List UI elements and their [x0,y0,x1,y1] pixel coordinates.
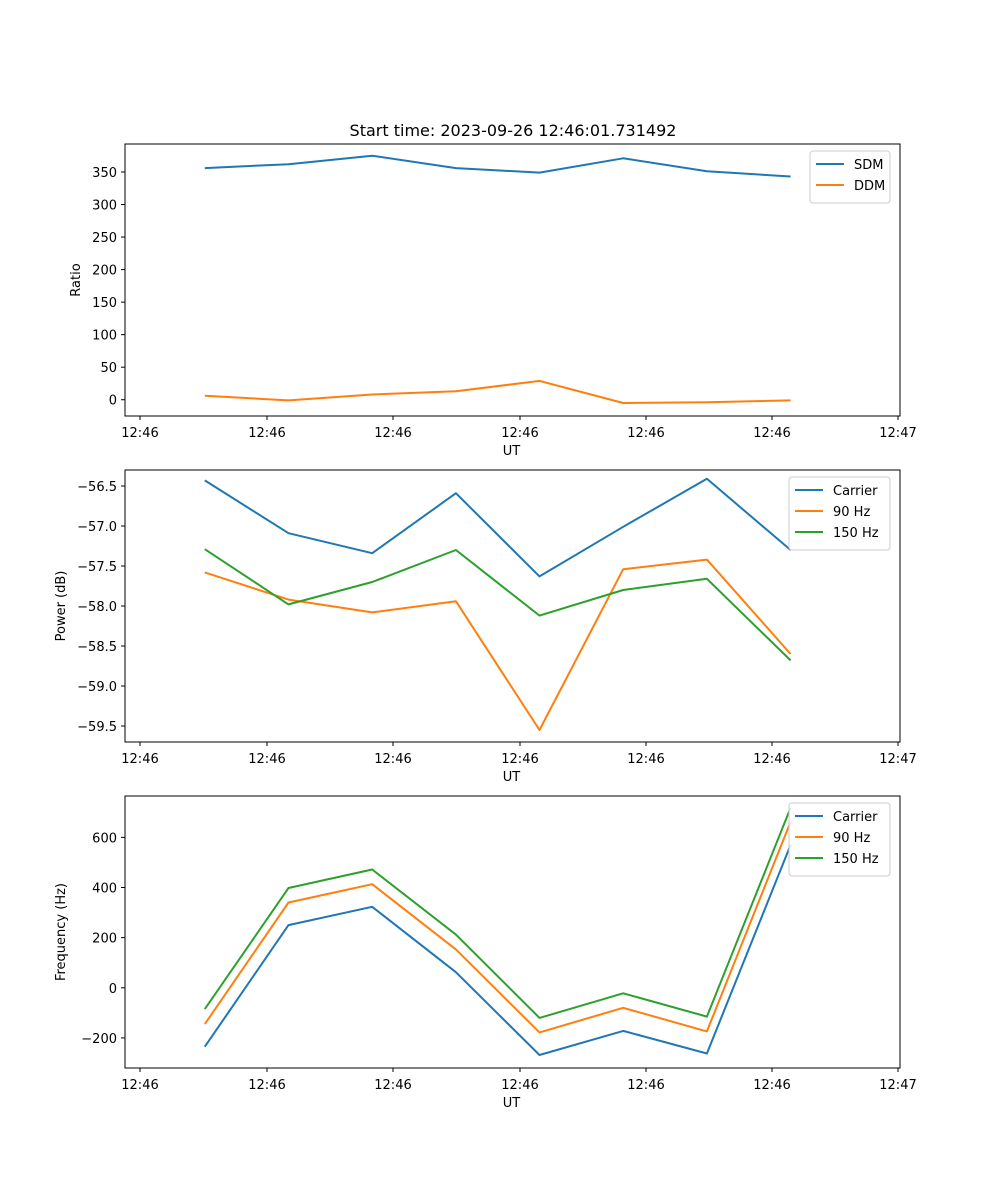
y-tick-label: −57.0 [77,520,117,535]
x-tick-label: 12:46 [501,1078,538,1093]
plot-frame [124,795,901,1069]
plot-area [125,796,900,1068]
x-tick-label: 12:46 [248,426,285,441]
legend-label: 150 Hz [833,852,879,867]
series-line-ddm [204,379,791,404]
series-line-150-hz [204,548,792,662]
x-axis-label: UT [503,770,521,785]
y-tick-label: 50 [100,361,117,376]
y-axis-label: Power (dB) [54,571,69,642]
x-tick-label: 12:46 [248,1078,285,1093]
x-tick-label: 12:46 [248,752,285,767]
legend-label: DDM [854,179,885,194]
y-tick-label: 0 [109,982,117,997]
plot-area [125,470,900,742]
x-tick-label: 12:46 [501,752,538,767]
y-tick-label: 300 [92,199,117,214]
y-tick-label: 0 [109,394,117,409]
chart-panel-1: 0 50 100 150 200 250 300 350 12:46 12:46 12:46 12:4… [69,143,917,459]
y-axis-label: Frequency (Hz) [54,883,69,981]
series-line-150-hz [203,807,792,1019]
legend-label: Carrier [833,484,878,499]
figure-title: Start time: 2023-09-26 12:46:01.731492 [350,121,677,140]
y-tick-label: 600 [92,831,117,846]
y-tick-label: −58.5 [77,640,117,655]
legend-label: SDM [854,158,883,173]
chart-panel-2: −59.5 −59.0 −58.5 −58.0 −57.5 −57.0 −56.5 12:46… [54,469,917,785]
series-line-carrier [203,844,792,1056]
series-line-carrier [204,477,792,578]
y-tick-label: −58.0 [77,600,117,615]
y-tick-label: −59.5 [77,720,117,735]
series-line-90-hz [203,821,792,1034]
x-tick-label: 12:46 [627,1078,664,1093]
legend-label: 150 Hz [833,526,879,541]
x-tick-label: 12:46 [627,752,664,767]
x-tick-label: 12:46 [374,426,411,441]
x-tick-label: 12:46 [627,426,664,441]
y-tick-label: 150 [92,296,117,311]
plot-frame [124,143,901,417]
x-tick-label: 12:47 [879,426,916,441]
x-tick-label: 12:46 [501,426,538,441]
series-line-sdm [204,154,791,178]
y-tick-label: 200 [92,932,117,947]
x-tick-label: 12:46 [121,752,158,767]
y-tick-label: −59.0 [77,680,117,695]
y-tick-label: 400 [92,882,117,897]
x-tick-label: 12:46 [121,426,158,441]
x-axis-label: UT [503,1096,521,1111]
x-tick-label: 12:47 [879,752,916,767]
x-tick-label: 12:46 [374,1078,411,1093]
y-axis-label: Ratio [69,263,84,296]
series-line-90-hz [204,558,792,731]
y-tick-label: −57.5 [77,560,117,575]
legend-label: 90 Hz [833,505,870,520]
y-tick-label: 250 [92,231,117,246]
legend-label: 90 Hz [833,831,870,846]
y-tick-label: 100 [92,329,117,344]
chart-panel-3: −200 0 200 400 600 12:46 12:46 12:46 12:46 12:46 1… [54,795,917,1111]
panels: 0 50 100 150 200 250 300 350 12:46 12:46 12:46 12:4… [54,143,917,1111]
x-tick-label: 12:46 [753,752,790,767]
x-tick-label: 12:46 [374,752,411,767]
x-tick-label: 12:46 [753,1078,790,1093]
x-tick-label: 12:46 [753,426,790,441]
x-tick-label: 12:47 [879,1078,916,1093]
plot-area [125,144,900,416]
y-tick-label: 350 [92,166,117,181]
x-axis-label: UT [503,444,521,459]
legend-label: Carrier [833,810,878,825]
y-tick-label: −56.5 [77,480,117,495]
plot-frame [124,469,901,743]
y-tick-label: 200 [92,264,117,279]
x-tick-label: 12:46 [121,1078,158,1093]
y-tick-label: −200 [81,1032,117,1047]
